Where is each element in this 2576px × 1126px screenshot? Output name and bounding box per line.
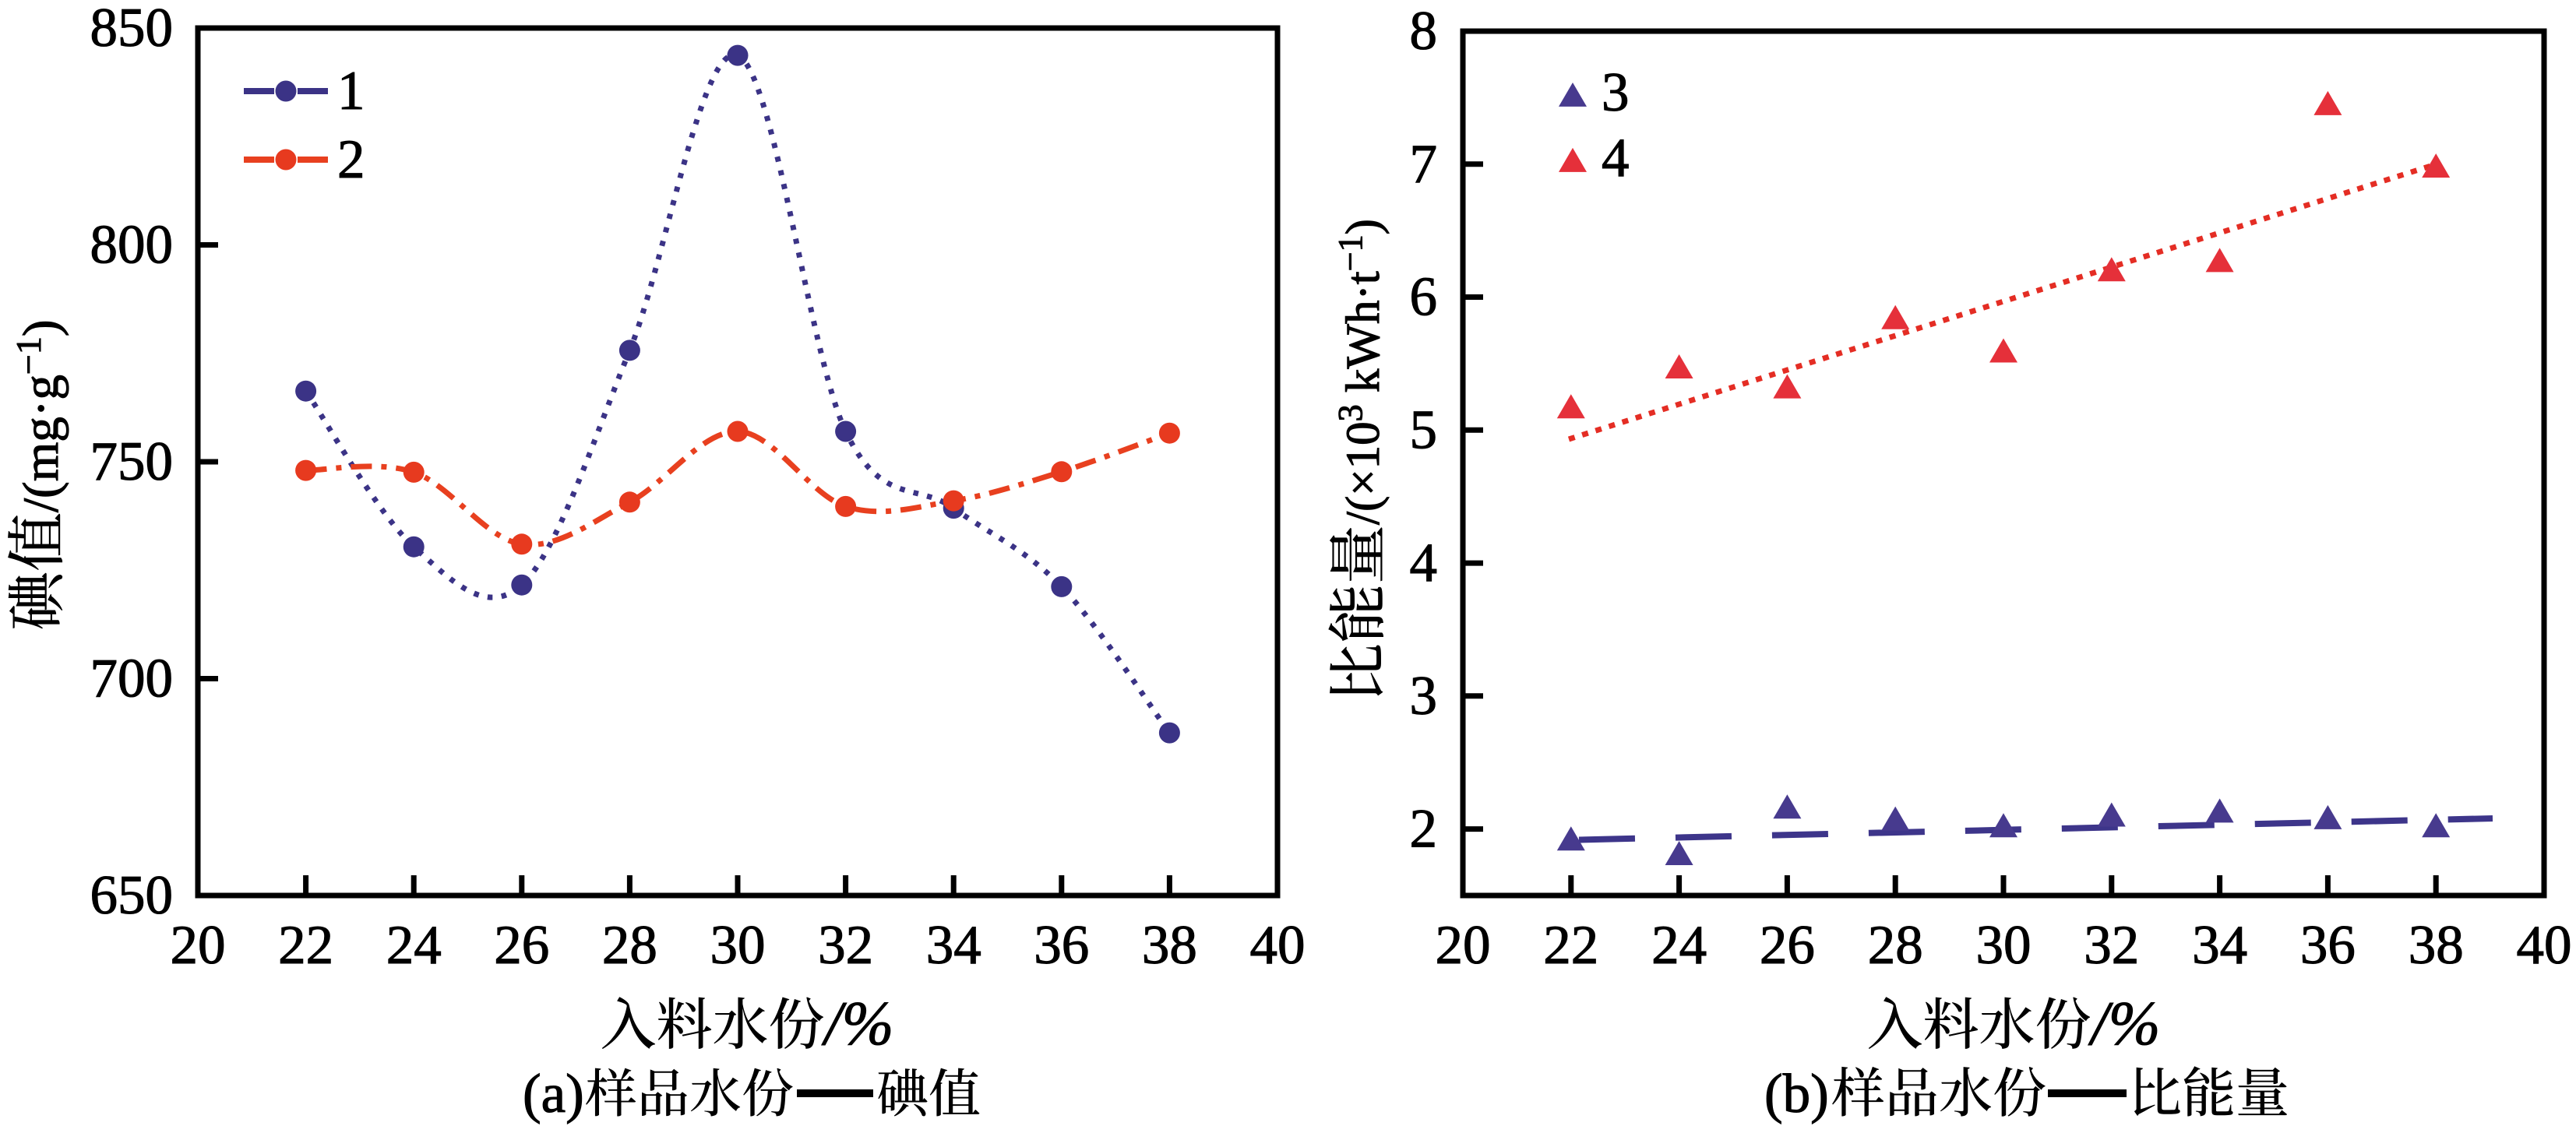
svg-text:/%: /% (822, 990, 894, 1058)
svg-text:20: 20 (171, 915, 226, 976)
svg-text:32: 32 (818, 915, 873, 976)
svg-text:34: 34 (926, 915, 981, 976)
svg-text:4: 4 (1410, 533, 1438, 593)
svg-text:/%: /% (2088, 990, 2161, 1058)
svg-text:700: 700 (90, 649, 174, 709)
svg-text:6: 6 (1410, 267, 1438, 328)
svg-text:38: 38 (1142, 915, 1197, 976)
svg-text:(a): (a) (523, 1064, 584, 1124)
svg-text:32: 32 (2084, 915, 2139, 976)
svg-text:3: 3 (1410, 666, 1438, 727)
svg-text:1: 1 (337, 61, 365, 121)
svg-text:5: 5 (1410, 399, 1438, 460)
svg-text:24: 24 (386, 915, 442, 976)
svg-text:650: 650 (90, 865, 174, 926)
svg-text:7: 7 (1410, 134, 1438, 195)
svg-text:800: 800 (90, 215, 174, 276)
svg-text:2: 2 (1410, 799, 1438, 860)
svg-text:26: 26 (494, 915, 549, 976)
svg-text:22: 22 (1543, 915, 1598, 976)
svg-text:3: 3 (1602, 62, 1630, 123)
svg-text:(b): (b) (1764, 1064, 1829, 1124)
svg-text:28: 28 (602, 915, 657, 976)
svg-text:40: 40 (2517, 915, 2572, 976)
svg-text:36: 36 (2300, 915, 2356, 976)
svg-text:30: 30 (1976, 915, 2032, 976)
svg-text:36: 36 (1034, 915, 1089, 976)
svg-text:26: 26 (1760, 915, 1815, 976)
svg-text:24: 24 (1651, 915, 1707, 976)
svg-text:40: 40 (1250, 915, 1306, 976)
svg-text:20: 20 (1436, 915, 1491, 976)
svg-text:28: 28 (1868, 915, 1923, 976)
svg-text:750: 750 (90, 431, 174, 492)
svg-text:850: 850 (90, 0, 174, 58)
svg-text:30: 30 (710, 915, 766, 976)
svg-text:22: 22 (278, 915, 333, 976)
svg-text:38: 38 (2409, 915, 2464, 976)
svg-text:2: 2 (337, 129, 365, 190)
svg-text:4: 4 (1602, 128, 1630, 188)
svg-text:34: 34 (2192, 915, 2247, 976)
svg-text:8: 8 (1410, 1, 1438, 62)
